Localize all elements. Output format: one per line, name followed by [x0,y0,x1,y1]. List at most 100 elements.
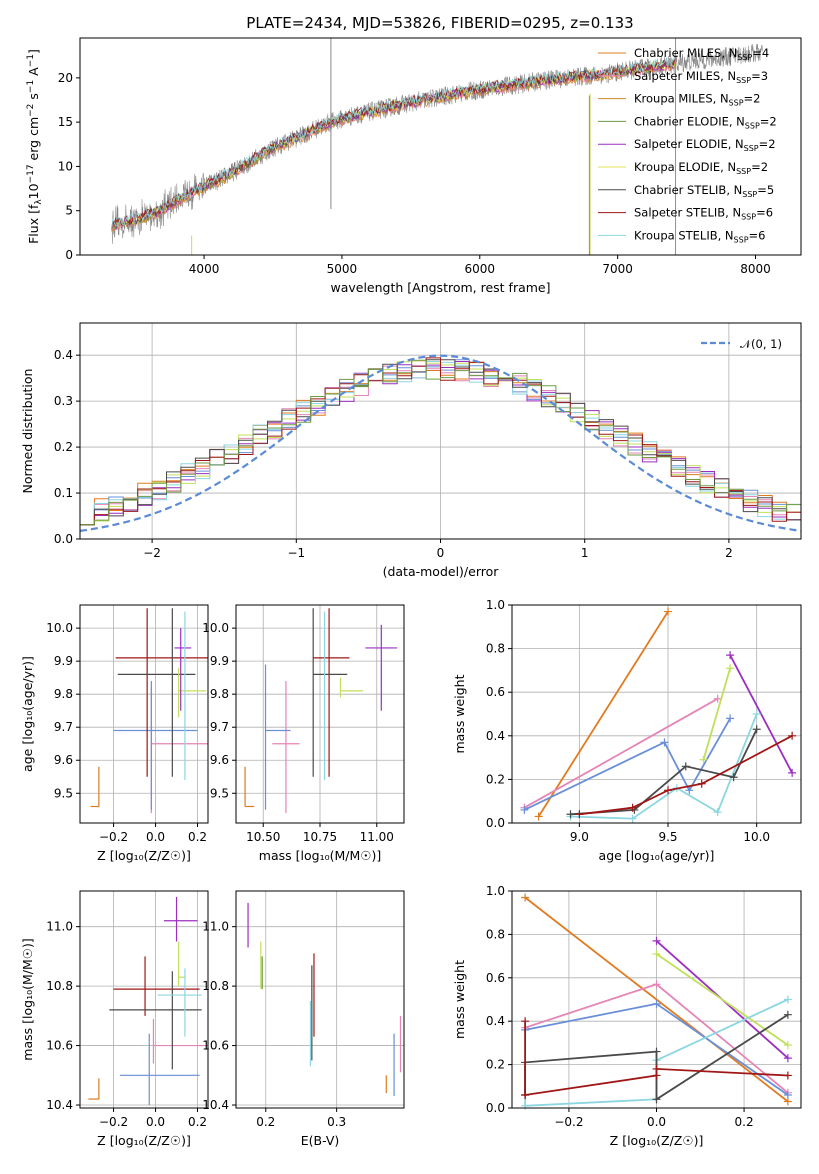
mass-weight-marker [628,814,637,823]
legend-subscript: SSP [736,76,751,85]
mass-weight-marker [788,731,797,740]
axes-frame [511,604,802,824]
legend-name: Salpeter MILES, N [634,69,736,83]
mass-weight-marker [783,1071,792,1080]
y-tick-label: 10.6 [202,1039,229,1053]
x-tick-label: 0.3 [327,1115,346,1129]
x-tick-label: 5000 [327,262,358,276]
legend-label: Kroupa ELODIE, NSSP=2 [634,160,768,176]
y-label-part: −1 [26,54,36,67]
y-label-part: A [26,67,41,80]
age-vs-metallicity-panel: −0.2 0.0 0.2 9.5 9.6 9.7 9.8 9.9 10.0 Z [log₁₀(Z/… [20,604,209,863]
x-tick-label: 1 [581,546,589,560]
mass-weight-vs-metallicity-panel: −0.2 0.0 0.2 0.0 0.2 0.4 0.6 0.8 1.0 Z [log₁₀(Z/Z… [452,884,802,1148]
mass-weight-marker [752,710,761,718]
y-tick-label: 9.8 [210,687,229,701]
y-label-part: erg cm [26,117,41,165]
y-tick-label: 0.4 [486,729,505,743]
mass-weight-marker [521,893,530,902]
spectrum-panel: 4000 5000 6000 7000 8000 0 5 10 15 20 wavelength [… [26,37,802,295]
normal-reference-curve [80,354,801,532]
y-tick-label: 9.5 [54,786,73,800]
y-tick-label: 5 [65,204,73,218]
y-tick-label: 1.0 [486,598,505,612]
y-tick-label: 10.0 [202,621,229,635]
y-tick-label: 1.0 [486,884,505,898]
x-axis-label: E(B-V) [301,1133,340,1148]
errorbar-area [247,902,402,1097]
y-tick-label: 10 [58,159,73,173]
y-tick-label: 9.6 [54,753,73,767]
x-tick-label: −0.2 [99,830,128,844]
legend-suffix: =2 [744,92,761,106]
legend-name: Chabrier MILES, N [634,46,737,60]
y-tick-label: 0 [65,248,73,262]
y-tick-label: 9.5 [210,786,229,800]
y-tick-label: 0.6 [486,971,505,985]
y-tick-label: 9.9 [210,654,229,668]
y-axis-label: mass weight [452,674,467,753]
legend-label: Salpeter MILES, NSSP=3 [634,69,768,85]
y-tick-label: 9.9 [54,654,73,668]
x-tick-label: 0.0 [647,1115,666,1129]
legend-suffix: =2 [751,160,768,174]
mass-weight-marker [566,810,575,819]
x-axis-label: Z [log₁₀(Z/Z☉)] [97,1133,191,1148]
mass-weight-line [524,896,789,1103]
errorbar-area [244,608,398,814]
legend-label: 𝒩(0, 1) [740,337,782,351]
x-tick-label: 9.0 [570,830,589,844]
axes-frame [79,890,209,1109]
mass-weight-marker [534,812,543,821]
mass-weight-marker [520,805,529,814]
mass-weight-marker [726,714,735,723]
x-axis-label: age [log₁₀(age/yr)] [599,848,715,863]
y-tick-label: 0.0 [486,1101,505,1115]
legend-name: Chabrier STELIB, N [634,183,742,197]
y-tick-label: 10.8 [202,979,229,993]
legend-label: Salpeter ELODIE, NSSP=2 [634,137,776,153]
mass-weight-marker [697,779,706,788]
y-tick-label: 0.6 [486,685,505,699]
legend-label: Chabrier ELODIE, NSSP=2 [634,114,777,130]
y-tick-label: 10.4 [202,1098,229,1112]
y-tick-label: 10.8 [46,979,73,993]
x-axis-label: mass [log₁₀(M/M☉)] [259,848,381,863]
legend-subscript: SSP [729,99,744,108]
model-spectrum-line [111,56,676,228]
mass-weight-marker [752,725,761,734]
y-axis-label: Flux [fλ10−17 erg cm−2 s−1 A−1] [26,49,44,244]
mass-weight-line [579,735,793,816]
x-tick-label: 2 [725,546,733,560]
y-tick-label: 11.0 [202,920,229,934]
mass-vs-metallicity-panel: −0.2 0.0 0.2 10.4 10.6 10.8 11.0 Z [log₁₀(Z/Z☉)… [20,890,209,1148]
axes-frame [79,604,209,824]
legend-subscript: SSP [745,121,760,130]
legend-suffix: =2 [759,137,776,151]
y-tick-label: 20 [58,71,73,85]
x-tick-label: 0 [437,546,445,560]
legend-name: Chabrier ELODIE, N [634,114,745,128]
mass-weight-marker [652,980,661,989]
mass-weight-line [702,667,731,761]
age-vs-mass-panel: 10.50 10.75 11.00 9.5 9.6 9.7 9.8 9.9 10.0 mass [… [202,604,405,863]
legend-suffix: =6 [749,228,766,242]
mass-weight-marker [685,786,694,795]
mass-weight-line [655,953,789,1046]
mass-weight-marker [660,738,669,747]
residual-histogram-panel: −2 −1 0 1 2 0.0 0.1 0.2 0.3 0.4 (data-model)/error… [20,322,802,579]
y-tick-label: 0.2 [54,440,73,454]
y-label-part: −2 [26,104,36,117]
figure-title: PLATE=2434, MJD=53826, FIBERID=0295, z=0… [246,14,633,32]
legend-suffix: =3 [751,69,768,83]
legend-subscript: SSP [734,235,749,244]
mass-weight-marker [652,1064,661,1073]
y-tick-label: 9.6 [210,753,229,767]
y-axis-label: mass [log₁₀(M/M☉)] [20,938,35,1060]
mass-weight-marker [783,1041,792,1050]
legend-subscript: SSP [742,190,757,199]
mass-weight-marker [788,768,797,777]
mass-weight-marker [652,936,661,945]
x-axis-label: (data-model)/error [383,564,500,579]
x-tick-label: 7000 [602,262,633,276]
